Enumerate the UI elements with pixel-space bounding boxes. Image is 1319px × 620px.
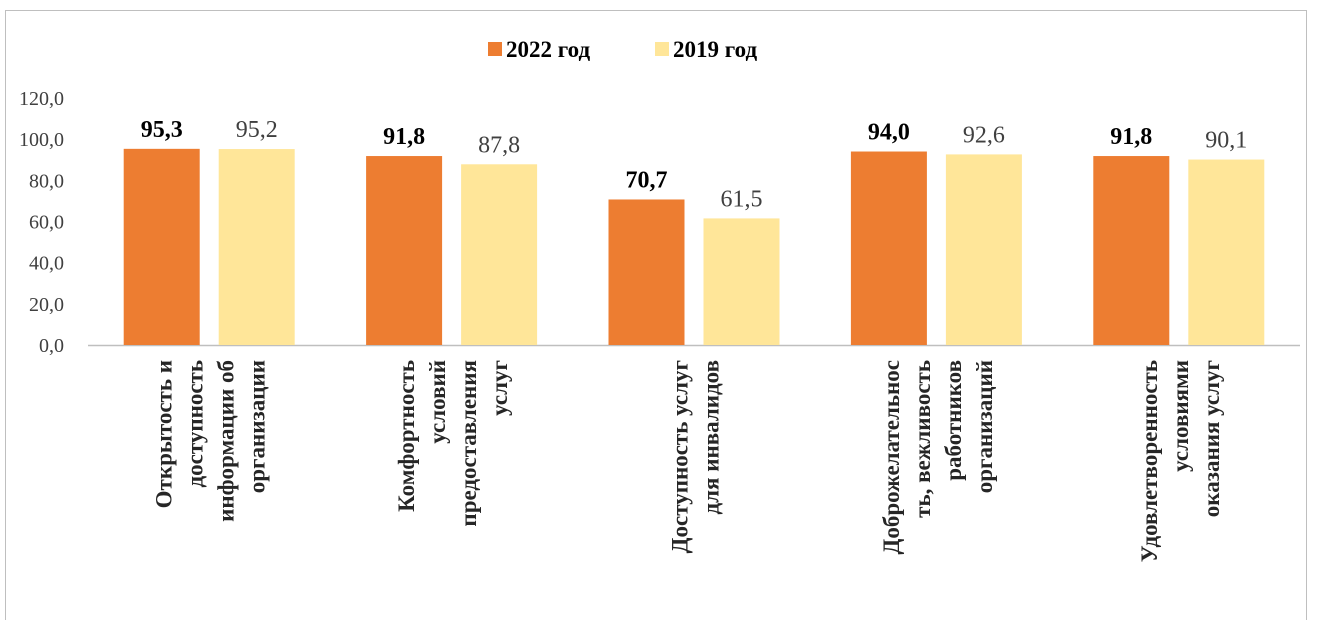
bar	[1188, 159, 1265, 345]
data-label: 92,6	[963, 122, 1005, 148]
x-tick-label: работников	[941, 360, 966, 481]
x-tick-label: информации об	[214, 360, 239, 522]
x-tick-label: Комфортность	[394, 360, 419, 512]
x-tick-label: доступность	[183, 360, 208, 488]
bar	[945, 154, 1022, 345]
bar	[218, 149, 295, 345]
y-tick-label: 80,0	[29, 170, 64, 192]
y-tick-label: 120,0	[19, 88, 64, 110]
x-tick-label: Доступность услуг	[668, 360, 693, 553]
x-tick-label: условий	[425, 360, 450, 444]
x-tick-label: предоставления	[456, 360, 481, 527]
y-tick-label: 40,0	[29, 253, 64, 275]
x-tick-label: Открытость и	[152, 360, 177, 508]
x-tick-label: организации	[245, 360, 270, 493]
bar	[608, 199, 685, 345]
data-label: 70,7	[626, 167, 668, 193]
legend-label: 2019 год	[673, 37, 757, 62]
x-tick-label: ть, вежливость	[910, 360, 935, 518]
data-label: 94,0	[868, 120, 910, 146]
data-label: 91,8	[1110, 124, 1152, 150]
x-tick-label: для инвалидов	[699, 360, 724, 515]
bar	[850, 151, 927, 345]
bar	[123, 148, 200, 345]
x-tick-label: Удовлетворенность	[1137, 360, 1162, 562]
bar	[703, 218, 780, 345]
data-label: 91,8	[383, 124, 425, 150]
legend-label: 2022 год	[506, 37, 590, 62]
legend-swatch	[488, 42, 502, 56]
data-label: 95,3	[141, 117, 183, 143]
data-label: 90,1	[1205, 128, 1247, 154]
x-tick-label: Доброжелательнос	[879, 360, 904, 554]
x-tick-label: оказания услуг	[1199, 360, 1224, 517]
x-tick-label: условиями	[1168, 360, 1193, 472]
x-tick-label: организаций	[972, 360, 997, 493]
data-label: 61,5	[721, 186, 763, 212]
bar	[461, 164, 538, 345]
bar	[366, 156, 443, 345]
y-tick-label: 20,0	[29, 294, 64, 316]
legend-swatch	[655, 42, 669, 56]
data-label: 87,8	[478, 132, 520, 158]
chart-frame	[5, 10, 1307, 620]
data-label: 95,2	[236, 117, 278, 143]
y-tick-label: 100,0	[19, 129, 64, 151]
y-tick-label: 60,0	[29, 212, 64, 234]
x-tick-label: услуг	[487, 360, 512, 416]
bar	[1093, 156, 1170, 345]
y-tick-label: 0,0	[39, 335, 64, 357]
